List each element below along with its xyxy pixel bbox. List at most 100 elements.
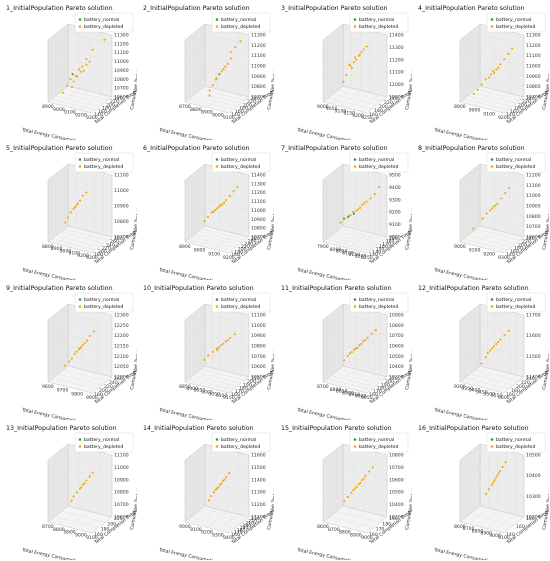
z-tick-label: 11100 [114,173,129,179]
z-tick-label: 10700 [251,354,266,360]
z-tick-label: 10400 [389,502,404,508]
panel-title: 10_InitialPopulation Pareto solution [143,285,254,292]
z-tick-label: 10800 [114,77,129,83]
data-point [220,344,223,347]
legend-marker [215,25,219,28]
legend-label: battery_depleted [221,24,260,30]
pareto-3d-scatter-2: 8700880089009000910014016018020022024010… [143,5,274,140]
x-tick-label: 9300 [498,255,510,261]
pareto-3d-scatter-5: 8800890090009100920093001802002202402602… [6,145,137,280]
series-battery-depleted [208,40,242,97]
x-tick-label: 8600 [317,524,329,530]
y-tick-label: 200 [238,247,247,253]
gridlines [184,303,250,394]
y-tick-label: 130 [369,252,378,258]
z-tick-label: 10700 [114,86,129,92]
y-tick-label: 220 [384,100,393,106]
z-tick-label: 10800 [526,214,541,220]
x-tick-label: 8900 [179,244,191,250]
z-tick-label: 10500 [389,490,404,496]
data-point [223,478,226,481]
data-point [355,209,358,212]
y-tick-label: 240 [389,96,398,102]
data-point [365,200,368,203]
x-tick-label: 9600 [498,395,510,401]
x-tick-label: 9000 [194,248,206,254]
panel-title: 16_InitialPopulation Pareto solution [418,425,529,432]
data-point [348,352,351,355]
legend-marker [78,445,82,448]
x-tick-label: 9100 [469,248,481,254]
x-tick-label: 9150 [223,395,235,401]
y-tick-label: 190 [389,516,398,522]
y-tick-label: 190 [240,525,249,531]
data-point [69,211,72,214]
x-tick-label: 9050 [361,395,373,401]
data-point [355,58,358,61]
x-tick-label: 9050 [208,391,220,397]
x-axis-label: Total Energy Consumption [296,547,357,560]
data-point [364,474,367,477]
y-tick-label: 180 [526,516,535,522]
data-point [495,343,498,346]
y-tick-label: 170 [234,530,243,536]
x-tick-label: 9000 [355,393,367,399]
data-point [339,221,342,224]
legend-box [211,432,271,453]
x-tick-label: 8800 [330,387,342,393]
data-point [72,80,75,83]
data-point [350,351,353,354]
legend-label: battery_normal [84,157,119,163]
data-point [224,199,228,202]
data-point [488,76,491,79]
data-point [504,192,507,195]
y-tick-label: 180 [102,106,111,112]
z-tick-label: 10400 [389,364,404,370]
series-battery-depleted [480,329,510,365]
data-point [63,364,66,367]
data-point [343,217,346,220]
x-axis-label: Total Energy Consumption [433,547,494,560]
z-tick-label: 10900 [526,204,541,210]
legend-marker [490,25,494,28]
data-point [207,354,210,357]
x-tick-label: 9200 [483,251,495,257]
z-tick-label: 11000 [526,193,541,199]
z-tick-label: 10800 [251,226,266,232]
data-point [211,84,214,87]
x-tick-label: 9000 [489,533,501,539]
legend-marker [78,165,82,168]
data-point [103,38,106,41]
y-tick-label: 140 [372,249,381,255]
data-point [217,486,220,489]
x-tick-label: 8100 [342,250,354,256]
data-point [346,216,349,219]
series-battery-depleted [63,330,96,367]
z-tick-label: 11000 [251,208,266,214]
z-tick-label: 11200 [251,502,266,508]
z-tick-label: 10700 [251,235,266,241]
x-tick-label: 8800 [339,530,351,536]
z-tick-label: 10800 [114,490,129,496]
data-point [219,483,222,486]
y-tick-label: 240 [106,242,115,248]
pareto-panel-15: 8600 8700 8800 8900 9000 160 170 180 190 10300 104… [275,420,412,560]
gridlines [47,163,113,254]
legend-marker [78,438,82,441]
legend-box [74,292,134,313]
z-tick-label: 11400 [251,477,266,483]
data-point [80,486,83,489]
x-tick-label: 9000 [201,390,213,396]
data-point [229,57,233,60]
data-point [232,190,235,193]
z-tick-label: 11200 [114,41,129,47]
x-axis-label: Total Energy Consumption [21,267,82,280]
legend-marker [78,298,82,301]
pareto-panel-5: 8800 8900 9000 9100 9200 9300 180 200 220 240 260 2… [0,140,137,280]
x-tick-label: 9000 [317,104,329,110]
data-point [373,193,376,196]
